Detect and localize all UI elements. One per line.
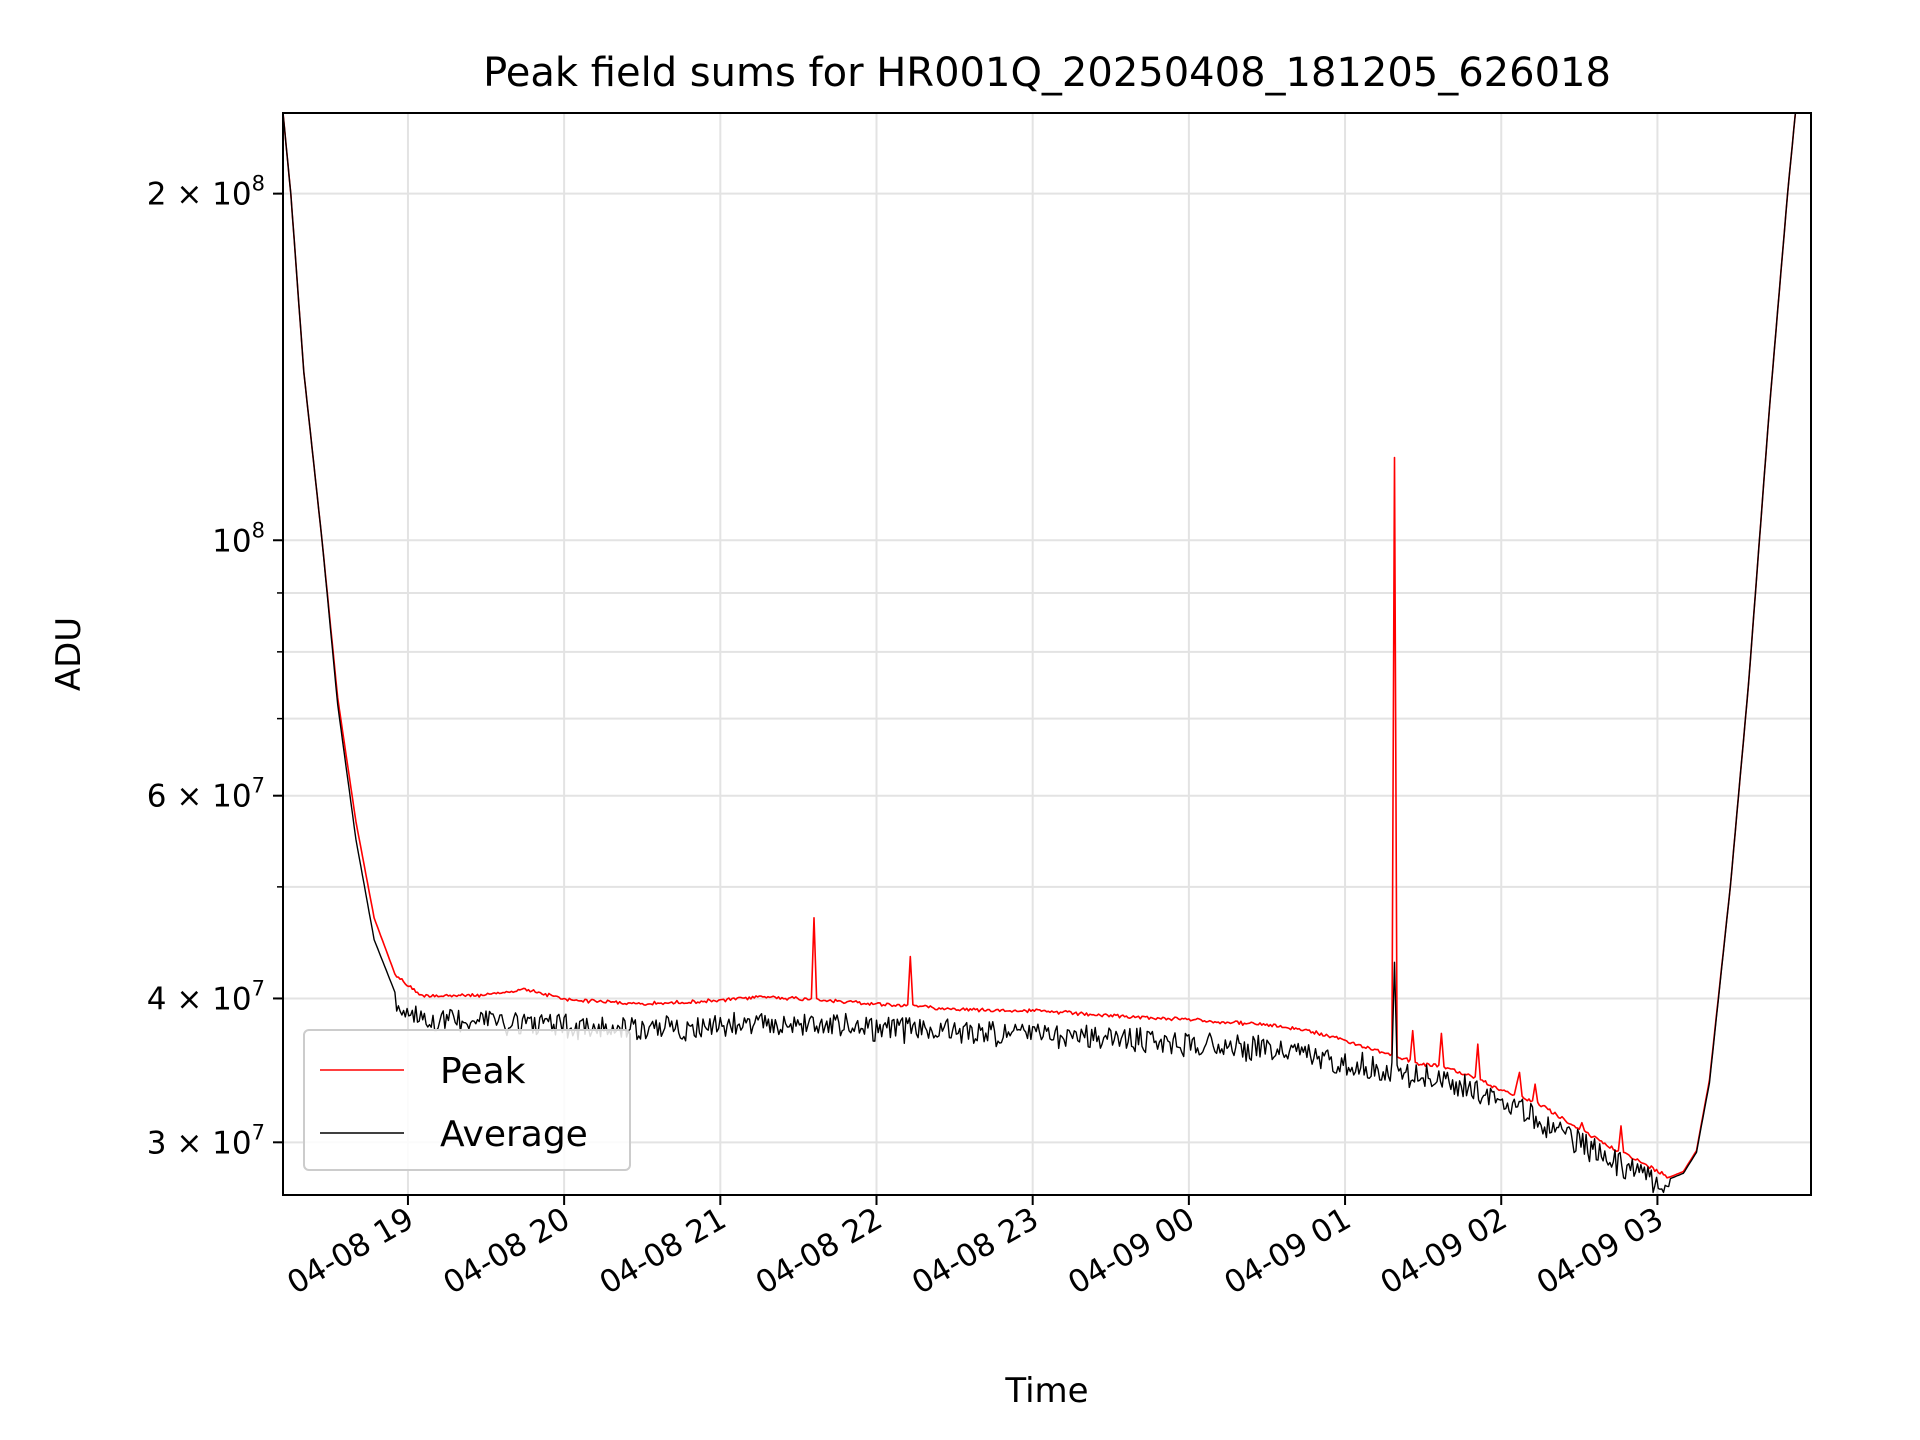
grid-layer — [283, 113, 1811, 1195]
y-tick-times: × 10 — [166, 981, 251, 1017]
y-tick-mantissa: 3 — [147, 1125, 167, 1161]
x-axis-label: Time — [1004, 1371, 1088, 1411]
series-line-peak — [283, 113, 1797, 1179]
y-tick-mantissa: 4 — [147, 981, 167, 1017]
chart-title: Peak field sums for HR001Q_20250408_1812… — [483, 50, 1611, 96]
y-tick-label: 4 × 107 — [147, 976, 265, 1017]
y-tick-label: 2 × 108 — [147, 172, 265, 213]
legend: Peak Average — [303, 1029, 631, 1171]
y-tick-exponent: 8 — [252, 172, 265, 196]
y-tick-label: 3 × 107 — [147, 1120, 265, 1161]
y-tick-label: 108 — [212, 518, 265, 559]
y-axis-label: ADU — [49, 617, 89, 691]
y-tick-times: × 10 — [166, 779, 251, 815]
y-tick-exponent: 7 — [252, 774, 265, 798]
y-tick-mantissa: 6 — [147, 779, 167, 815]
legend-label-peak: Peak — [440, 1051, 526, 1092]
y-tick-exponent: 7 — [252, 976, 265, 1000]
y-tick-label: 6 × 107 — [147, 774, 265, 815]
y-tick-base: 10 — [212, 523, 251, 559]
y-tick-times: × 10 — [166, 177, 251, 213]
y-tick-times: × 10 — [166, 1125, 251, 1161]
legend-label-average: Average — [440, 1114, 588, 1155]
y-tick-exponent: 7 — [252, 1120, 265, 1144]
plot-frame — [282, 112, 1812, 1196]
y-tick-exponent: 8 — [252, 518, 265, 542]
y-tick-mantissa: 2 — [147, 177, 167, 213]
legend-box — [303, 1029, 631, 1171]
